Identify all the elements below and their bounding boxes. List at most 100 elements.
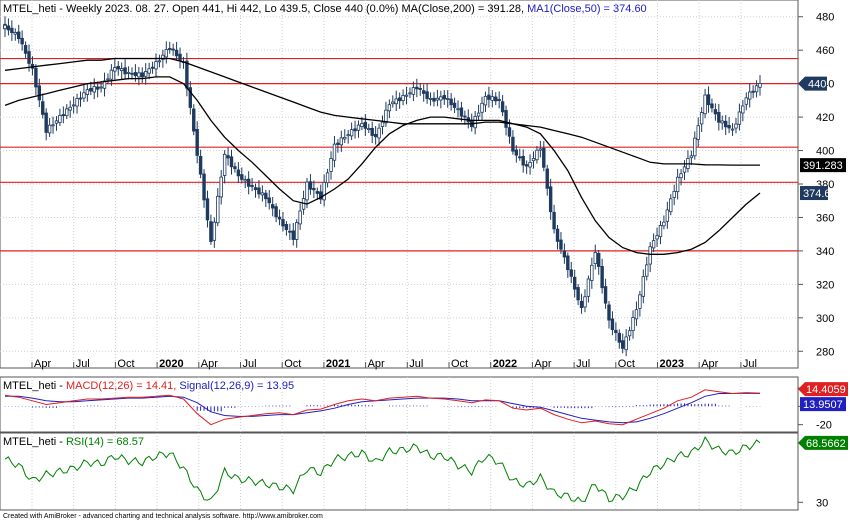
candle-body xyxy=(346,134,350,137)
candle-body xyxy=(174,49,179,57)
candle-body xyxy=(284,224,289,231)
candle-body xyxy=(507,127,512,137)
candle-body xyxy=(754,85,759,93)
candle-body xyxy=(452,102,457,108)
candle-body xyxy=(222,153,227,176)
candle-body xyxy=(209,221,213,242)
candle-body xyxy=(689,155,694,159)
candle-body xyxy=(404,94,409,97)
candle-body xyxy=(298,210,302,225)
candle-body xyxy=(113,67,117,72)
macd-value-marker: 14.4059 xyxy=(798,382,848,397)
last-close-label: 440 xyxy=(808,79,826,91)
candle-body xyxy=(51,124,55,127)
candle-body xyxy=(116,65,120,70)
candle-body xyxy=(89,88,93,92)
x-tick-label: 2022 xyxy=(493,358,517,370)
candle-body xyxy=(548,186,553,213)
x-tick-label: Apr xyxy=(201,358,218,370)
candle-body xyxy=(494,96,498,102)
candle-body xyxy=(236,169,241,177)
candle-body xyxy=(195,128,199,156)
candle-body xyxy=(85,89,90,95)
candle-body xyxy=(65,108,69,117)
price-candles xyxy=(3,16,762,357)
candle-body xyxy=(449,98,453,106)
ma200-value-marker: 391.283 xyxy=(800,158,846,173)
candle-body xyxy=(329,158,333,172)
candle-body xyxy=(590,264,594,281)
candle-body xyxy=(566,255,570,271)
candle-body xyxy=(545,168,549,189)
candle-body xyxy=(157,60,162,63)
candle-body xyxy=(295,222,299,240)
candle-body xyxy=(243,179,247,182)
candle-body xyxy=(621,340,625,349)
candle-body xyxy=(68,106,72,111)
rsi-value-label: 68.5662 xyxy=(806,438,846,450)
x-tick-label: Oct xyxy=(117,358,134,370)
candle-body xyxy=(658,225,663,238)
candle-body xyxy=(23,45,28,54)
candle-body xyxy=(336,142,340,145)
ma50-value-label: 374.6 xyxy=(803,188,831,200)
candle-body xyxy=(672,190,676,198)
candle-body xyxy=(682,166,687,173)
candle-body xyxy=(723,120,728,128)
candle-body xyxy=(119,68,124,72)
candle-body xyxy=(17,31,21,40)
x-tick-label: 2023 xyxy=(660,358,684,370)
candle-body xyxy=(47,124,52,134)
candle-body xyxy=(727,125,731,129)
candle-body xyxy=(10,27,14,34)
candle-body xyxy=(54,120,59,124)
y-tick-label: 480 xyxy=(816,12,834,24)
candle-body xyxy=(627,330,632,337)
candle-body xyxy=(291,230,295,240)
candle-body xyxy=(603,286,608,304)
candle-body xyxy=(343,136,347,140)
macd-panel: -20020 MTEL_heti - MACD(12,26) = 14.41, … xyxy=(0,376,848,433)
candle-body xyxy=(315,191,319,194)
ma200-line xyxy=(4,57,760,166)
price-y-axis: 280300320340360380400420440460480 xyxy=(798,12,834,358)
candle-body xyxy=(631,317,635,331)
candle-body xyxy=(137,72,141,78)
candle-body xyxy=(367,128,371,131)
candle-body xyxy=(373,133,378,138)
candle-body xyxy=(607,304,611,321)
candle-body xyxy=(679,173,683,179)
candle-body xyxy=(744,97,748,105)
y-tick-label: 340 xyxy=(816,246,834,258)
candle-body xyxy=(144,71,148,77)
candle-body xyxy=(308,181,313,190)
candle-body xyxy=(569,269,573,277)
candle-body xyxy=(322,182,326,201)
candle-body xyxy=(720,120,724,124)
candle-body xyxy=(147,68,151,74)
candle-body xyxy=(696,125,700,140)
candle-body xyxy=(459,107,464,117)
candle-body xyxy=(363,121,368,129)
candle-body xyxy=(267,197,271,204)
y-tick-label: 280 xyxy=(816,346,834,358)
candle-body xyxy=(349,129,354,137)
rsi-panel: 30 MTEL_heti - RSI(14) = 68.57 68.5662 xyxy=(0,432,848,511)
candle-body xyxy=(706,94,711,106)
footer-credit: Created with AmiBroker - advanced charti… xyxy=(3,513,323,520)
candle-body xyxy=(535,149,539,161)
signal-value-marker: 13.9507 xyxy=(800,397,846,412)
candle-body xyxy=(99,86,103,89)
candle-body xyxy=(370,128,374,136)
y-tick-label: 420 xyxy=(816,112,834,124)
candle-body xyxy=(202,173,206,201)
candle-body xyxy=(397,97,402,102)
candle-body xyxy=(456,108,460,111)
candle-body xyxy=(270,204,275,209)
candle-body xyxy=(758,82,762,88)
candle-body xyxy=(95,86,100,90)
rsi-value-marker: 68.5662 xyxy=(798,435,848,450)
rsi-vertical-grid xyxy=(31,433,742,510)
candle-body xyxy=(198,155,203,175)
candle-body xyxy=(6,25,11,31)
